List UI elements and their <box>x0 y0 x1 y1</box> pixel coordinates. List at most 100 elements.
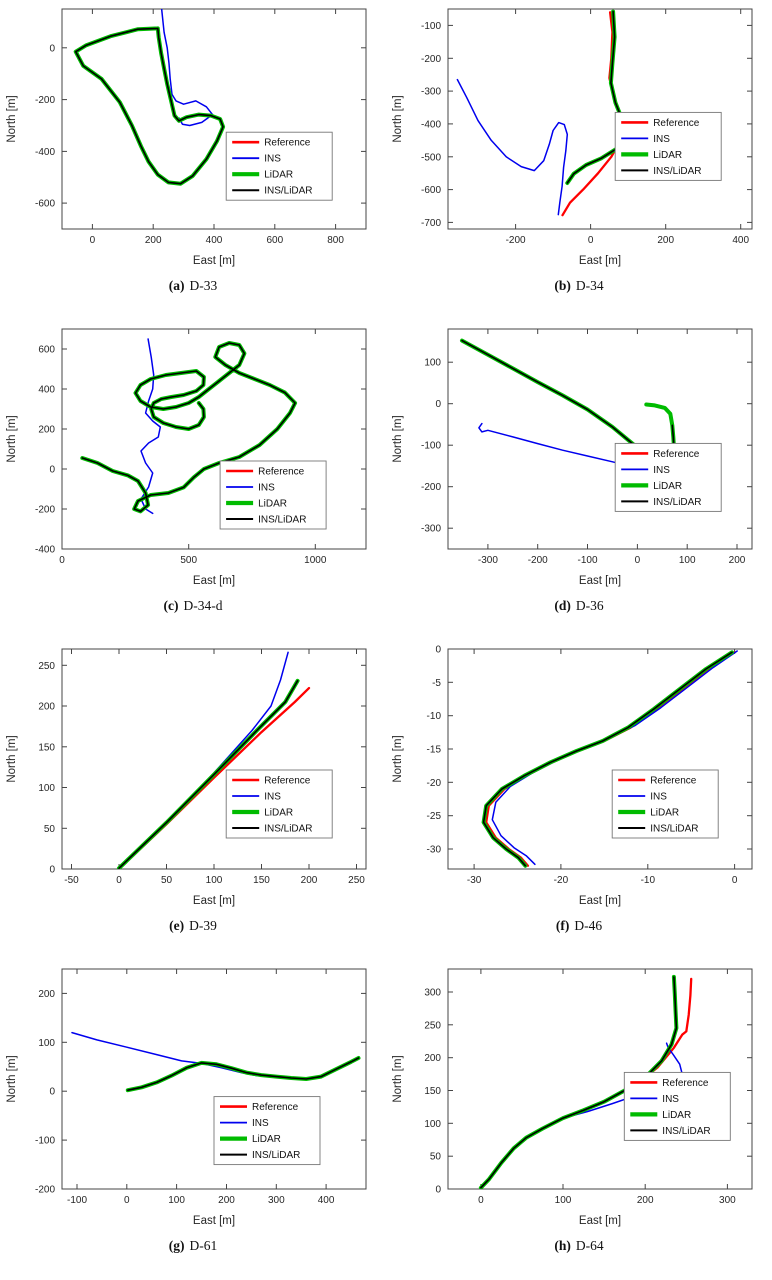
trajectory-chart-e: -50 0 50 100 150 200 250 0 50 100 150 200 250 East [m… <box>6 648 367 907</box>
svg-text:North [m]: North [m] <box>6 95 18 142</box>
svg-text:North [m]: North [m] <box>392 415 404 462</box>
svg-text:Reference: Reference <box>650 776 697 787</box>
svg-text:-200: -200 <box>35 1185 55 1196</box>
panel-b: -200 0 200 400 -700 -600 -500 -400 -300 -200 -100 E… <box>386 0 772 320</box>
caption-g: (g) D-61 <box>169 1232 218 1280</box>
svg-text:-700: -700 <box>421 218 441 229</box>
svg-text:300: 300 <box>268 1195 285 1206</box>
svg-text:-100: -100 <box>577 555 597 566</box>
svg-text:-200: -200 <box>421 54 441 65</box>
svg-text:-600: -600 <box>421 185 441 196</box>
svg-text:-30: -30 <box>467 875 482 886</box>
svg-text:0: 0 <box>59 555 65 566</box>
svg-text:50: 50 <box>430 1152 442 1163</box>
svg-text:100: 100 <box>38 1038 55 1049</box>
svg-text:INS: INS <box>662 1094 679 1105</box>
svg-text:0: 0 <box>588 235 594 246</box>
svg-text:INS/LiDAR: INS/LiDAR <box>653 497 701 508</box>
svg-text:North [m]: North [m] <box>392 735 404 782</box>
svg-text:Reference: Reference <box>264 776 311 787</box>
svg-text:LiDAR: LiDAR <box>264 170 293 181</box>
svg-text:Reference: Reference <box>252 1102 299 1113</box>
svg-text:50: 50 <box>161 875 173 886</box>
svg-text:0: 0 <box>435 1185 441 1196</box>
svg-text:100: 100 <box>168 1195 185 1206</box>
svg-text:-200: -200 <box>35 95 55 106</box>
svg-text:Reference: Reference <box>264 138 311 149</box>
svg-text:East [m]: East [m] <box>193 255 235 267</box>
svg-text:Reference: Reference <box>662 1078 709 1089</box>
svg-text:0: 0 <box>478 1195 484 1206</box>
svg-text:North [m]: North [m] <box>6 735 18 782</box>
caption-letter: (f) <box>555 918 570 933</box>
svg-text:LiDAR: LiDAR <box>662 1110 691 1121</box>
svg-text:East [m]: East [m] <box>193 575 235 587</box>
svg-text:500: 500 <box>180 555 197 566</box>
svg-text:-10: -10 <box>641 875 656 886</box>
svg-text:-100: -100 <box>421 441 441 452</box>
svg-text:0: 0 <box>49 465 55 476</box>
svg-text:North [m]: North [m] <box>6 1055 18 1102</box>
svg-text:-400: -400 <box>35 545 55 556</box>
svg-text:400: 400 <box>732 235 749 246</box>
trajectory-chart-a: 0 200 400 600 800 -600 -400 -200 0 East [m] North … <box>6 8 367 267</box>
svg-text:INS/LiDAR: INS/LiDAR <box>662 1126 710 1137</box>
svg-text:0: 0 <box>635 555 641 566</box>
svg-text:INS: INS <box>252 1118 269 1129</box>
svg-text:200: 200 <box>637 1195 654 1206</box>
svg-text:-200: -200 <box>35 505 55 516</box>
svg-text:-600: -600 <box>35 199 55 210</box>
svg-text:200: 200 <box>145 235 162 246</box>
caption-dataset-name: D-61 <box>189 1238 218 1253</box>
svg-text:INS/LiDAR: INS/LiDAR <box>653 166 701 177</box>
trajectory-chart-c: 0 500 1000 -400 -200 0 200 400 600 East [m] North … <box>6 328 367 587</box>
svg-text:-300: -300 <box>478 555 498 566</box>
svg-text:INS: INS <box>650 792 667 803</box>
svg-text:INS: INS <box>653 134 670 145</box>
trajectory-chart-b: -200 0 200 400 -700 -600 -500 -400 -300 -200 -100 E… <box>392 8 753 267</box>
svg-text:250: 250 <box>424 1020 441 1031</box>
svg-text:400: 400 <box>318 1195 335 1206</box>
svg-text:200: 200 <box>218 1195 235 1206</box>
svg-text:0: 0 <box>49 1087 55 1098</box>
svg-text:Reference: Reference <box>653 449 700 460</box>
svg-text:-50: -50 <box>64 875 79 886</box>
svg-text:-15: -15 <box>427 745 442 756</box>
panel-c: 0 500 1000 -400 -200 0 200 400 600 East [m] North … <box>0 320 386 640</box>
svg-text:-25: -25 <box>427 811 442 822</box>
svg-text:400: 400 <box>38 385 55 396</box>
svg-text:Reference: Reference <box>653 118 700 129</box>
svg-text:LiDAR: LiDAR <box>653 481 682 492</box>
svg-text:150: 150 <box>253 875 270 886</box>
svg-text:600: 600 <box>38 345 55 356</box>
svg-text:100: 100 <box>38 783 55 794</box>
svg-text:300: 300 <box>424 988 441 999</box>
svg-text:-20: -20 <box>554 875 569 886</box>
svg-text:-30: -30 <box>427 845 442 856</box>
svg-text:0: 0 <box>732 875 738 886</box>
svg-text:200: 200 <box>657 235 674 246</box>
svg-text:-400: -400 <box>35 147 55 158</box>
trajectory-chart-h: 0 100 200 300 0 50 100 150 200 250 300 East [m] Nort… <box>392 968 753 1227</box>
svg-text:INS: INS <box>653 465 670 476</box>
caption-dataset-name: D-34 <box>575 278 604 293</box>
panel-g: -100 0 100 200 300 400 -200 -100 0 100 200 East [m]… <box>0 960 386 1280</box>
panel-f: -30 -20 -10 0 -30 -25 -20 -15 -10 -5 0 East [m] Nort… <box>386 640 772 960</box>
caption-a: (a) D-33 <box>169 272 218 320</box>
caption-h: (h) D-64 <box>554 1232 603 1280</box>
caption-dataset-name: D-39 <box>189 918 217 933</box>
svg-text:150: 150 <box>424 1086 441 1097</box>
caption-dataset-name: D-34-d <box>183 598 223 613</box>
svg-text:North [m]: North [m] <box>6 415 18 462</box>
svg-text:50: 50 <box>44 824 56 835</box>
panel-a: 0 200 400 600 800 -600 -400 -200 0 East [m] North … <box>0 0 386 320</box>
svg-text:0: 0 <box>116 875 122 886</box>
caption-d: (d) D-36 <box>554 592 603 640</box>
svg-text:600: 600 <box>266 235 283 246</box>
svg-text:North [m]: North [m] <box>392 95 404 142</box>
caption-dataset-name: D-33 <box>189 278 218 293</box>
svg-text:LiDAR: LiDAR <box>650 808 679 819</box>
svg-text:-100: -100 <box>67 1195 87 1206</box>
svg-text:200: 200 <box>729 555 746 566</box>
